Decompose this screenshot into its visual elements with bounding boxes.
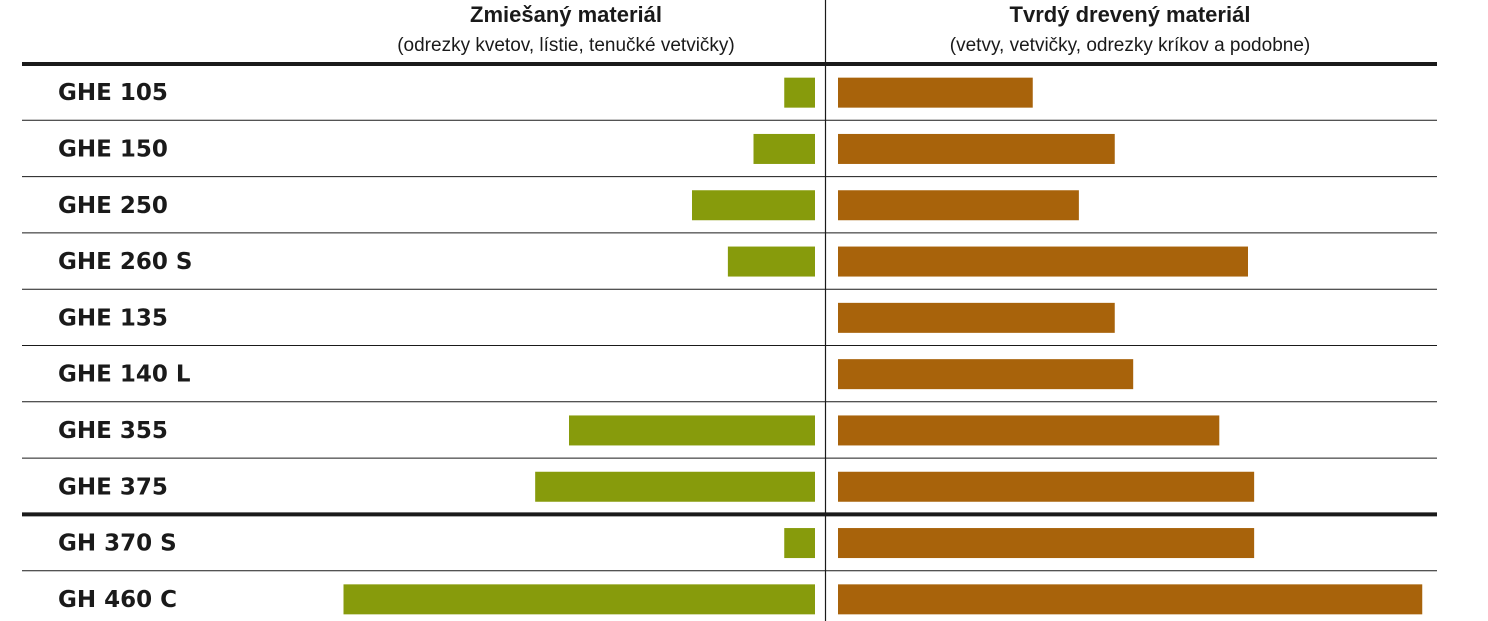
chart-row: GHE 105 <box>58 77 1033 108</box>
chart-row: GHE 355 <box>58 415 1220 446</box>
category-label: GHE 140 L <box>58 362 191 388</box>
bar-hard-wood-material <box>838 77 1033 108</box>
bar-mixed-material <box>753 133 815 164</box>
category-label: GHE 150 <box>58 136 168 162</box>
category-label: GHE 105 <box>58 80 168 106</box>
chart-row: GH 370 S <box>58 528 1255 559</box>
category-label: GHE 375 <box>58 474 168 500</box>
bar-mixed-material <box>727 246 815 277</box>
bar-mixed-material <box>784 77 815 108</box>
bar-hard-wood-material <box>838 246 1248 277</box>
bar-hard-wood-material <box>838 133 1115 164</box>
chart-row: GHE 250 <box>58 190 1079 221</box>
bar-mixed-material <box>343 584 815 615</box>
category-label: GH 460 C <box>58 587 177 613</box>
bar-hard-wood-material <box>838 359 1134 390</box>
bar-mixed-material <box>535 471 815 502</box>
right-panel-title: Tvrdý drevený materiál <box>1010 2 1251 27</box>
left-panel-subtitle: (odrezky kvetov, lístie, tenučké vetvičk… <box>397 35 735 56</box>
category-label: GHE 260 S <box>58 249 192 275</box>
category-label: GH 370 S <box>58 531 177 557</box>
bar-hard-wood-material <box>838 528 1255 559</box>
category-label: GHE 250 <box>58 193 168 219</box>
left-panel-title: Zmiešaný materiál <box>470 2 662 27</box>
bar-hard-wood-material <box>838 302 1115 333</box>
bar-hard-wood-material <box>838 584 1423 615</box>
bar-mixed-material <box>569 415 815 446</box>
chart-row: GHE 140 L <box>58 359 1134 390</box>
right-panel-subtitle: (vetvy, vetvičky, odrezky kríkov a podob… <box>950 35 1310 56</box>
chart-row: GHE 135 <box>58 302 1115 333</box>
bar-hard-wood-material <box>838 471 1255 502</box>
chart-row: GHE 150 <box>58 133 1115 164</box>
bar-hard-wood-material <box>838 190 1079 221</box>
chart-row: GHE 260 S <box>58 246 1248 277</box>
bar-mixed-material <box>692 190 815 221</box>
chart-row: GHE 375 <box>58 471 1255 502</box>
bar-mixed-material <box>784 528 815 559</box>
category-label: GHE 355 <box>58 418 168 444</box>
category-label: GHE 135 <box>58 305 168 331</box>
bar-hard-wood-material <box>838 415 1220 446</box>
chart-row: GH 460 C <box>58 584 1423 615</box>
